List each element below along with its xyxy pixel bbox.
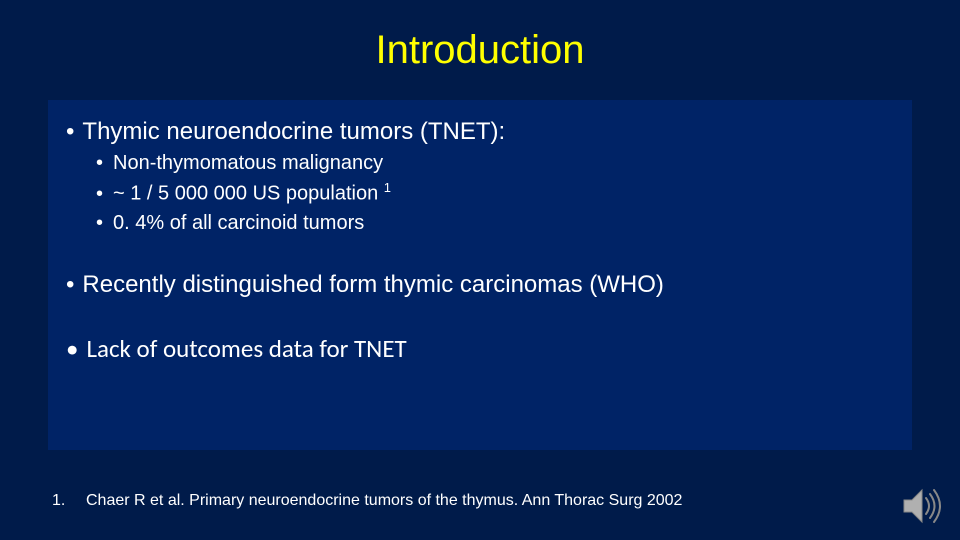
sub-bullet-item: • Non-thymomatous malignancy <box>96 150 912 177</box>
speaker-icon <box>900 484 944 528</box>
sub-bullet-text: 0. 4% of all carcinoid tumors <box>113 212 364 234</box>
sub-bullet-group: • Non-thymomatous malignancy • ~ 1 / 5 000… <box>96 150 912 237</box>
bullet-item-2: • Recently distinguished form thymic carc… <box>66 271 912 299</box>
bullet-glyph: • <box>66 118 74 145</box>
sub-bullet-item: • ~ 1 / 5 000 000 US population 1 <box>96 179 912 208</box>
footnote: 1. Chaer R et al. Primary neuroendocrine… <box>52 492 682 510</box>
sub-bullet-text: Non-thymomatous malignancy <box>113 152 383 174</box>
superscript-ref: 1 <box>384 180 391 195</box>
bullet-glyph: • <box>66 271 74 298</box>
slide: Introduction • Thymic neuroendocrine tumo… <box>0 0 960 540</box>
bullet-text: Lack of outcomes data for TNET <box>86 333 406 364</box>
bullet-glyph: • <box>96 152 103 174</box>
sub-bullet-text: ~ 1 / 5 000 000 US population <box>113 183 384 205</box>
slide-title: Introduction <box>0 28 960 73</box>
bullet-glyph: • <box>96 212 103 234</box>
sub-bullet-item: • 0. 4% of all carcinoid tumors <box>96 210 912 237</box>
bullet-item-3: • Lack of outcomes data for TNET <box>66 333 912 364</box>
footnote-number: 1. <box>52 492 86 510</box>
bullet-item-1: • Thymic neuroendocrine tumors (TNET): <box>66 118 912 146</box>
bullet-glyph: • <box>66 333 78 364</box>
footnote-text: Chaer R et al. Primary neuroendocrine tu… <box>86 492 682 510</box>
content-panel: • Thymic neuroendocrine tumors (TNET): • N… <box>48 100 912 450</box>
bullet-glyph: • <box>96 183 103 205</box>
bullet-text: Recently distinguished form thymic carci… <box>82 271 664 298</box>
bullet-text: Thymic neuroendocrine tumors (TNET): <box>82 118 505 145</box>
